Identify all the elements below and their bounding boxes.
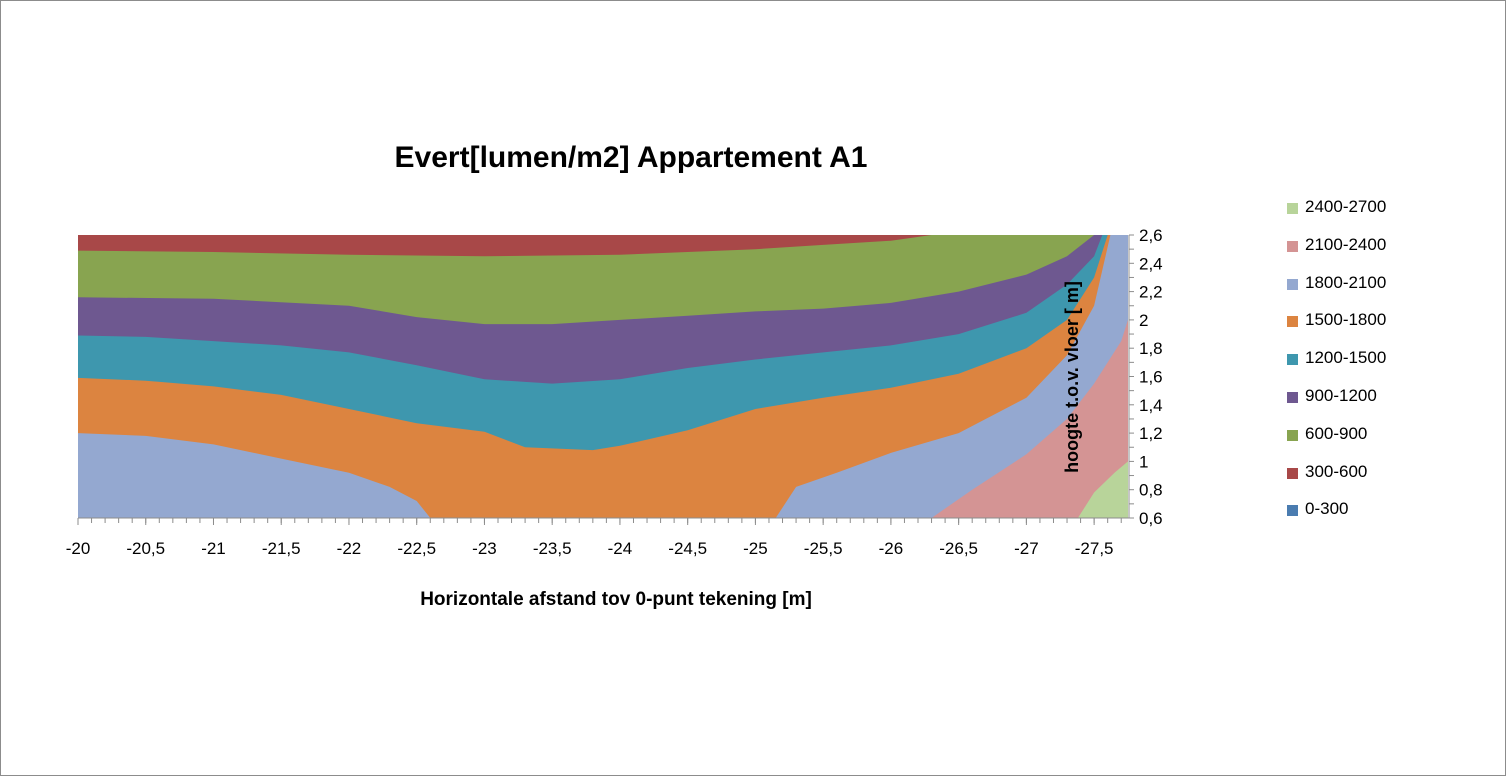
x-tick-label: -23,5: [533, 539, 572, 558]
legend-label: 1200-1500: [1305, 348, 1387, 368]
axes: [77, 234, 1134, 523]
legend-item: 2100-2400: [1281, 233, 1481, 271]
x-tick-label: -21: [201, 539, 226, 558]
legend-swatch: [1287, 278, 1298, 290]
legend-label: 2100-2400: [1305, 234, 1387, 254]
legend-swatch: [1287, 240, 1298, 252]
legend-item: 1500-1800: [1281, 308, 1481, 346]
legend-label: 900-1200: [1305, 385, 1377, 405]
x-tick-label: -26: [879, 539, 904, 558]
legend-item: 1200-1500: [1281, 346, 1481, 384]
legend-item: 2400-2700: [1281, 195, 1481, 233]
legend-swatch: [1287, 391, 1298, 403]
y-tick-label: 1,4: [1139, 396, 1163, 415]
y-tick-label: 2,2: [1139, 283, 1163, 302]
legend-label: 1500-1800: [1305, 310, 1387, 330]
y-axis-ticks: 0,6 0,8 1 1,2 1,4 1,6 1,8 2 2,2 2,4 2,6: [1139, 226, 1163, 528]
y-tick-label: 1,8: [1139, 339, 1163, 358]
y-tick-label: 2: [1139, 311, 1148, 330]
x-tick-label: -23: [472, 539, 497, 558]
x-tick-label: -20: [66, 539, 91, 558]
band-2400-2700: [1077, 461, 1128, 518]
y-tick-label: 2,6: [1139, 226, 1163, 245]
y-tick-label: 0,6: [1139, 509, 1163, 528]
x-tick-label: -21,5: [262, 539, 301, 558]
x-tick-label: -25,5: [804, 539, 843, 558]
x-axis-ticks: -20 -20,5 -21 -21,5 -22 -22,5 -23 -23,5 -24 -24,5…: [66, 518, 1114, 558]
legend-swatch: [1287, 316, 1298, 328]
x-tick-label: -24,5: [668, 539, 707, 558]
legend-item: 0-300: [1281, 497, 1481, 535]
x-tick-label: -26,5: [939, 539, 978, 558]
y-tick-label: 0,8: [1139, 481, 1163, 500]
x-tick-label: -24: [608, 539, 633, 558]
y-tick-label: 1,6: [1139, 368, 1163, 387]
band-2100-2400: [931, 319, 1128, 518]
legend-item: 1800-2100: [1281, 271, 1481, 309]
x-tick-label: -22,5: [397, 539, 436, 558]
y-tick-label: 1,2: [1139, 424, 1163, 443]
legend-swatch: [1287, 467, 1298, 479]
y-tick-label: 2,4: [1139, 254, 1163, 273]
legend-label: 2400-2700: [1305, 197, 1387, 216]
legend-label: 600-900: [1305, 423, 1368, 443]
x-tick-label: -20,5: [126, 539, 165, 558]
band-1800-2100-left: [78, 433, 431, 518]
legend-swatch: [1287, 429, 1298, 441]
x-tick-label: -27,5: [1075, 539, 1114, 558]
x-tick-label: -27: [1014, 539, 1039, 558]
x-tick-label: -22: [337, 539, 362, 558]
contour-bands: [78, 235, 1128, 518]
band-1500-1800: [78, 235, 1128, 518]
y-axis-label: hoogte t.o.v. vloer [ m]: [1062, 281, 1082, 473]
legend-swatch: [1287, 354, 1298, 366]
chart-title: Evert[lumen/m2] Appartement A1: [394, 141, 868, 174]
y-tick-label: 1: [1139, 452, 1148, 471]
legend-label: 1800-2100: [1305, 272, 1387, 292]
legend-item: 300-600: [1281, 460, 1481, 498]
legend-item: 600-900: [1281, 422, 1481, 460]
x-tick-label: -25: [743, 539, 768, 558]
legend-item: 900-1200: [1281, 384, 1481, 422]
legend: 2400-2700 2100-2400 1800-2100 1500-1800 1200…: [1281, 195, 1481, 535]
legend-swatch: [1287, 505, 1298, 517]
x-axis-label: Horizontale afstand tov 0-punt tekening …: [420, 589, 812, 610]
legend-label: 300-600: [1305, 461, 1368, 481]
legend-label: 0-300: [1305, 499, 1349, 519]
legend-swatch: [1287, 203, 1298, 214]
